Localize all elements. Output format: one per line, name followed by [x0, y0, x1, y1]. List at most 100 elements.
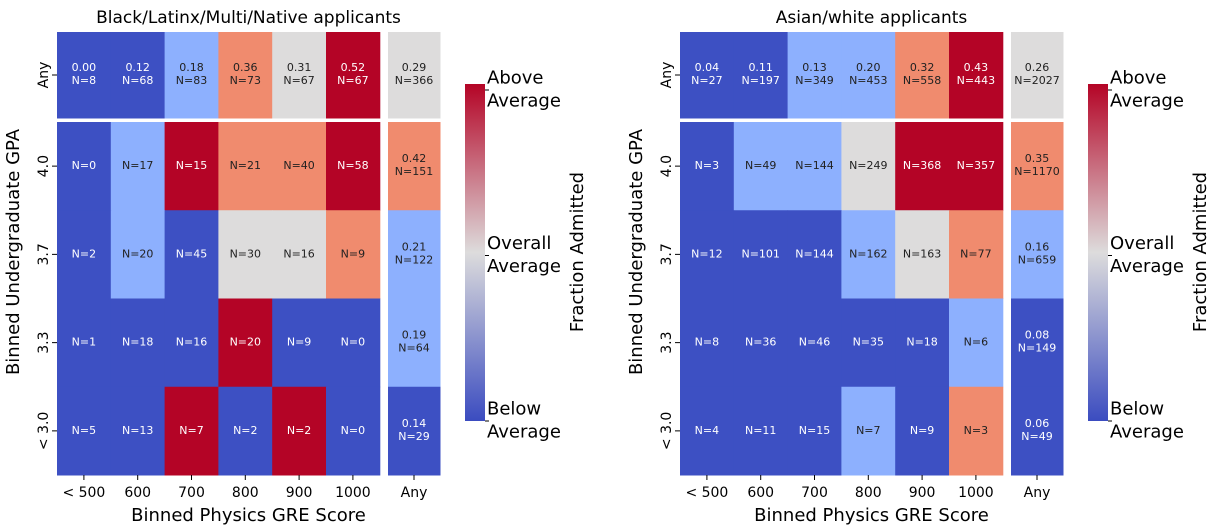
cell-fraction-label: 0.12 — [125, 61, 150, 74]
cell-fraction-label: 0.29 — [402, 61, 427, 74]
cell-count-label: N=144 — [795, 159, 833, 172]
cell-fraction-label: 0.52 — [341, 61, 366, 74]
cell-count-label: N=149 — [1018, 342, 1056, 355]
heatmap-cell — [218, 210, 273, 299]
cell-fraction-label: 0.18 — [179, 61, 204, 74]
cell-count-label: N=36 — [745, 336, 776, 349]
cell-fraction-label: 0.35 — [1025, 152, 1050, 165]
heatmap-cell — [388, 32, 441, 119]
cell-count-label: N=366 — [395, 74, 433, 87]
heatmap-cell — [1011, 210, 1064, 299]
cell-count-label: N=2 — [233, 424, 257, 437]
cell-count-label: N=197 — [741, 74, 779, 87]
cell-count-label: N=46 — [799, 336, 830, 349]
heatmap-cell — [272, 122, 327, 211]
colorbar-tick-label: Average — [1110, 422, 1184, 443]
cell-count-label: N=8 — [695, 336, 719, 349]
heatmap-cell — [787, 32, 842, 119]
cell-count-label: N=16 — [283, 247, 314, 260]
heatmap-panel: Black/Latinx/Multi/Native applicants 0.00… — [3, 8, 588, 526]
heatmap-cell — [218, 32, 273, 119]
y-tick-label: 3.3 — [659, 331, 675, 353]
cell-count-label: N=357 — [957, 159, 995, 172]
y-tick-label: 3.7 — [36, 243, 52, 265]
heatmap-cell — [218, 298, 273, 388]
chart-title: Asian/white applicants — [776, 8, 968, 28]
y-tick-label: < 3.0 — [36, 412, 52, 450]
cell-count-label: N=18 — [906, 336, 937, 349]
heatmap-cell — [110, 210, 166, 299]
colorbar-title: Fraction Admitted — [567, 172, 588, 332]
heatmap-cell — [218, 386, 273, 476]
x-tick-label: 1000 — [335, 485, 371, 501]
y-tick-label: Any — [659, 62, 675, 89]
cell-fraction-label: 0.06 — [1025, 417, 1050, 430]
cell-fraction-label: 0.13 — [802, 61, 827, 74]
heatmap-cell — [841, 32, 896, 119]
x-tick-label: Any — [401, 485, 428, 501]
heatmap-cell — [272, 210, 327, 299]
heatmap-cell — [895, 122, 950, 211]
heatmap-cell — [949, 122, 1004, 211]
cell-count-label: N=21 — [230, 159, 261, 172]
y-tick-label: 3.7 — [659, 243, 675, 265]
heatmap-cell — [57, 298, 112, 388]
heatmap-cell — [895, 210, 950, 299]
x-tick-label: 900 — [286, 485, 313, 501]
colorbar-tick-label: Below — [1110, 399, 1164, 420]
heatmap-cell — [895, 32, 950, 119]
heatmap-cell — [680, 386, 735, 476]
colorbar-tick-label: Above — [487, 68, 543, 89]
y-tick-label: 3.3 — [36, 331, 52, 353]
cell-count-label: N=12 — [691, 247, 722, 260]
cell-count-label: N=58 — [337, 159, 368, 172]
cell-count-label: N=7 — [179, 424, 203, 437]
heatmap-cell — [1011, 386, 1064, 476]
heatmap-cell — [841, 210, 896, 299]
heatmap-cell — [680, 32, 735, 119]
heatmap-cell — [110, 122, 166, 211]
y-tick-label: Any — [36, 62, 52, 89]
heatmap-cell — [733, 210, 789, 299]
colorbar-tick-label: Average — [1110, 91, 1184, 112]
cell-fraction-label: 0.36 — [233, 61, 258, 74]
heatmap-cell — [949, 32, 1004, 119]
heatmap-cell — [949, 298, 1004, 388]
cell-count-label: N=29 — [398, 430, 429, 443]
cell-count-label: N=0 — [341, 424, 365, 437]
heatmap-cell — [787, 298, 842, 388]
heatmap-cell — [1011, 122, 1064, 211]
heatmap-cell — [787, 386, 842, 476]
cell-count-label: N=3 — [964, 424, 988, 437]
cell-count-label: N=1170 — [1014, 165, 1059, 178]
heatmap-cell — [164, 122, 219, 211]
cell-count-label: N=162 — [849, 247, 887, 260]
y-axis-title: Binned Undergraduate GPA — [3, 128, 24, 375]
cell-count-label: N=443 — [957, 74, 995, 87]
cell-count-label: N=73 — [230, 74, 261, 87]
cell-count-label: N=7 — [856, 424, 880, 437]
chart-title: Black/Latinx/Multi/Native applicants — [96, 8, 401, 28]
x-tick-label: 600 — [124, 485, 151, 501]
cell-count-label: N=49 — [745, 159, 776, 172]
heatmap-cell — [164, 32, 219, 119]
cell-count-label: N=68 — [122, 74, 153, 87]
cell-count-label: N=11 — [745, 424, 776, 437]
cell-count-label: N=3 — [695, 159, 719, 172]
x-tick-label: Any — [1024, 485, 1051, 501]
heatmap-cell — [680, 210, 735, 299]
heatmap-cell — [164, 298, 219, 388]
heatmap-panel: Asian/white applicants 0.04N=27 0.11N=197 0… — [626, 8, 1211, 526]
cell-count-label: N=144 — [795, 247, 833, 260]
cell-count-label: N=18 — [122, 336, 153, 349]
heatmap-cell — [841, 122, 896, 211]
cell-count-label: N=83 — [176, 74, 207, 87]
cell-count-label: N=558 — [903, 74, 941, 87]
cell-count-label: N=20 — [122, 247, 153, 260]
heatmap-cell — [218, 122, 273, 211]
heatmap-cell — [787, 210, 842, 299]
cell-fraction-label: 0.08 — [1025, 329, 1050, 342]
heatmap-cell — [57, 386, 112, 476]
cell-fraction-label: 0.19 — [402, 329, 427, 342]
x-tick-label: 700 — [801, 485, 828, 501]
